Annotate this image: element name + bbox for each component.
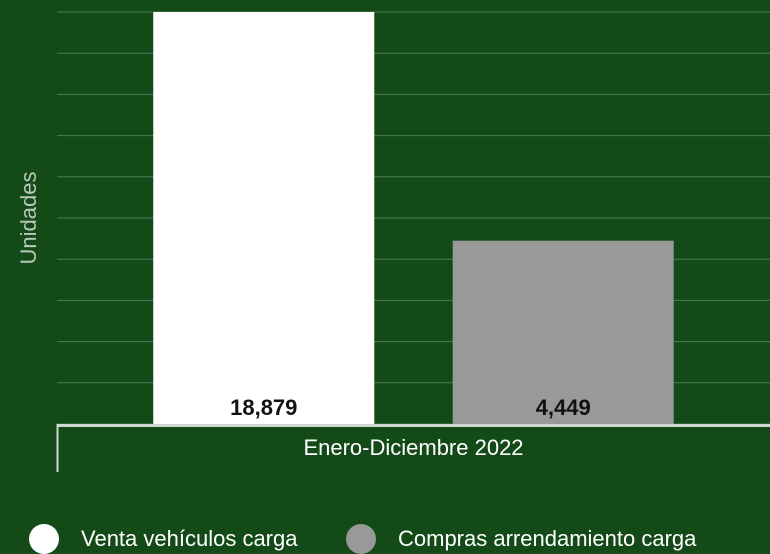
data-label: 4,449: [536, 395, 591, 420]
bar: [153, 12, 375, 424]
data-label: 18,879: [230, 395, 297, 420]
legend-label: Compras arrendamiento carga: [398, 526, 697, 551]
legend-marker: [29, 524, 59, 554]
legend-label: Venta vehículos carga: [81, 526, 298, 551]
x-tick-label: Enero-Diciembre 2022: [303, 435, 523, 460]
y-axis-label: Unidades: [16, 172, 41, 265]
bar: [452, 240, 674, 424]
legend-marker: [346, 524, 376, 554]
